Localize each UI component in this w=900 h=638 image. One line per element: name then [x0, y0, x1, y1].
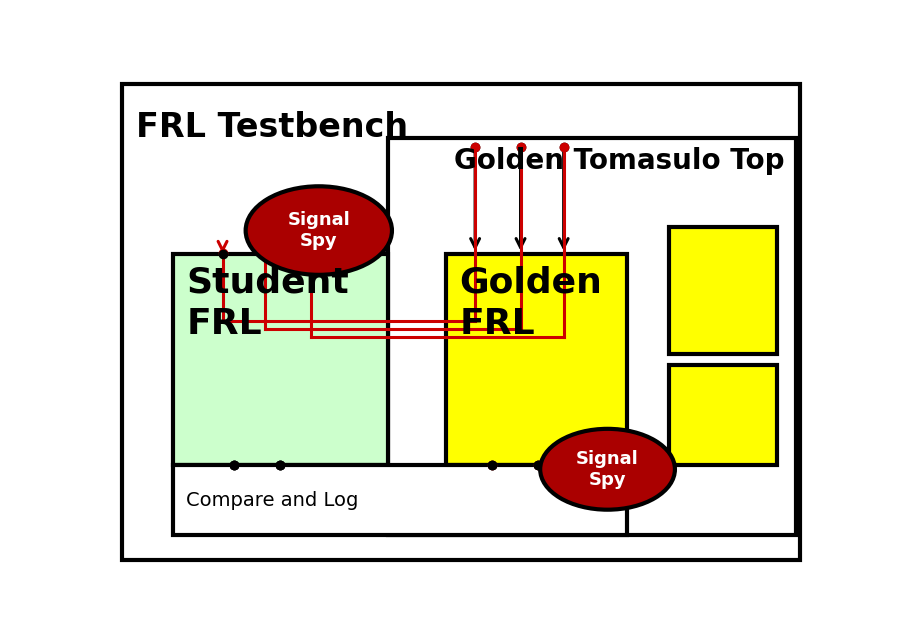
Ellipse shape	[540, 429, 675, 510]
Bar	[173, 254, 388, 465]
Text: Signal
Spy: Signal Spy	[287, 211, 350, 250]
Text: Golden
FRL: Golden FRL	[460, 265, 603, 341]
Ellipse shape	[246, 186, 392, 275]
Bar	[669, 366, 777, 465]
Bar	[669, 226, 777, 353]
Text: Compare and Log: Compare and Log	[186, 491, 359, 510]
Text: FRL Testbench: FRL Testbench	[136, 111, 409, 144]
Bar	[173, 465, 626, 535]
Text: Student
FRL: Student FRL	[186, 265, 349, 341]
Bar	[388, 138, 796, 535]
Bar	[446, 254, 626, 465]
Text: Golden Tomasulo Top: Golden Tomasulo Top	[454, 147, 785, 175]
Text: Signal
Spy: Signal Spy	[576, 450, 639, 489]
